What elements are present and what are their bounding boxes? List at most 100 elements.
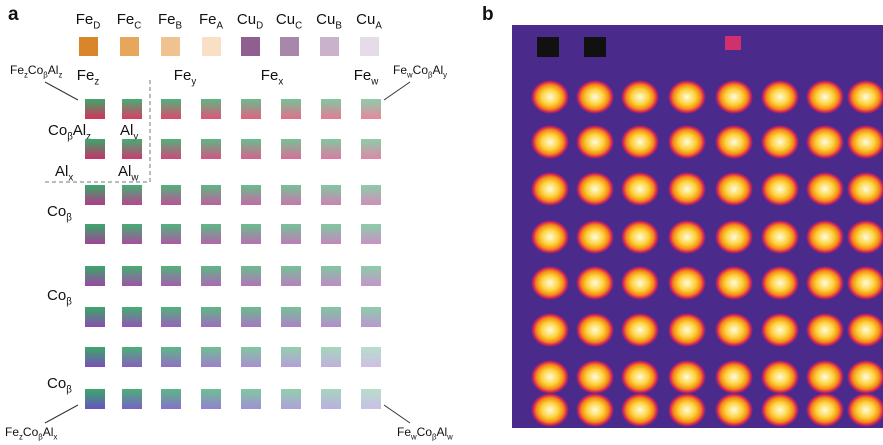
- composition-square: [161, 266, 181, 286]
- thermal-spot: [806, 266, 844, 300]
- composition-square: [241, 389, 261, 409]
- composition-square: [321, 99, 341, 119]
- thermal-spot: [761, 266, 799, 300]
- composition-square: [161, 99, 181, 119]
- thermal-spot: [668, 393, 706, 427]
- label: Alw: [118, 163, 139, 184]
- label-text: Al: [43, 425, 54, 439]
- composition-square: [85, 347, 105, 367]
- label-subscript: x: [278, 77, 283, 88]
- thermal-spot: [847, 393, 883, 427]
- thermal-spot: [761, 393, 799, 427]
- composition-square: [85, 307, 105, 327]
- composition-square: [361, 139, 381, 159]
- thermal-spot: [668, 360, 706, 394]
- label-text: Fe: [199, 11, 217, 28]
- composition-square: [85, 185, 105, 205]
- thermal-spot: [715, 80, 753, 114]
- thermal-spot: [576, 80, 614, 114]
- label: Few: [354, 67, 380, 88]
- thermal-spot: [806, 125, 844, 159]
- label-subscript: w: [446, 433, 453, 442]
- thermal-spot: [531, 125, 569, 159]
- thermal-spot: [761, 313, 799, 347]
- label-subscript: C: [134, 21, 141, 32]
- composition-square: [122, 389, 142, 409]
- composition-square: [161, 185, 181, 205]
- composition-square: [201, 99, 221, 119]
- label: CoβAlz: [48, 122, 91, 143]
- thermal-spot: [531, 172, 569, 206]
- composition-square: [281, 139, 301, 159]
- composition-square: [161, 347, 181, 367]
- label-text: Co: [47, 203, 66, 220]
- legend-swatch: [202, 37, 221, 56]
- label-text: Cu: [316, 11, 335, 28]
- thermal-spot: [715, 172, 753, 206]
- dark-spot: [537, 37, 559, 57]
- thermal-spot: [576, 220, 614, 254]
- label: CuD: [237, 11, 263, 32]
- thermal-spot: [847, 80, 883, 114]
- composition-square: [241, 99, 261, 119]
- composition-square: [201, 266, 221, 286]
- thermal-spot: [761, 80, 799, 114]
- composition-square: [201, 224, 221, 244]
- label: Fey: [174, 67, 197, 88]
- thermal-spot: [847, 125, 883, 159]
- thermal-spot: [531, 266, 569, 300]
- composition-square: [361, 99, 381, 119]
- thermal-spot: [761, 360, 799, 394]
- composition-square: [321, 224, 341, 244]
- label-text: Co: [413, 63, 429, 77]
- thermal-spot: [847, 172, 883, 206]
- thermal-spot: [531, 393, 569, 427]
- composition-square: [361, 185, 381, 205]
- dark-spot: [584, 37, 606, 57]
- label-subscript: C: [295, 21, 302, 32]
- thermal-spot: [576, 313, 614, 347]
- label-subscript: x: [53, 433, 57, 442]
- label-text: Cu: [276, 11, 295, 28]
- label-text: Al: [73, 122, 86, 139]
- composition-square: [122, 99, 142, 119]
- thermal-spot: [761, 125, 799, 159]
- composition-square: [241, 307, 261, 327]
- thermal-spot: [715, 125, 753, 159]
- composition-square: [241, 266, 261, 286]
- label: FezCoβAlx: [5, 425, 57, 442]
- label: FewCoβAly: [393, 63, 447, 80]
- legend-swatch: [320, 37, 339, 56]
- label: CuC: [276, 11, 302, 32]
- composition-square: [321, 307, 341, 327]
- hot-spot: [725, 36, 741, 50]
- composition-square: [281, 347, 301, 367]
- label-subscript: A: [217, 21, 224, 32]
- label-subscript: y: [443, 71, 447, 80]
- panel-label: b: [482, 4, 494, 25]
- composition-square: [85, 224, 105, 244]
- composition-square: [361, 389, 381, 409]
- thermal-spot: [531, 313, 569, 347]
- label-subscript: w: [130, 173, 139, 184]
- label-text: Co: [23, 425, 39, 439]
- thermal-spot: [715, 360, 753, 394]
- composition-square: [161, 224, 181, 244]
- label-subscript: D: [256, 21, 263, 32]
- thermal-spot: [806, 80, 844, 114]
- label-subscript: x: [68, 173, 73, 184]
- label: FezCoβAlz: [10, 63, 62, 80]
- legend-swatch: [120, 37, 139, 56]
- composition-square: [161, 389, 181, 409]
- composition-square: [241, 224, 261, 244]
- label-subscript: z: [94, 77, 99, 88]
- panel-label: a: [8, 4, 19, 25]
- label-subscript: β: [66, 385, 72, 396]
- thermal-spot: [621, 80, 659, 114]
- thermal-spot: [668, 220, 706, 254]
- thermal-spot: [621, 393, 659, 427]
- composition-square: [122, 347, 142, 367]
- composition-square: [201, 139, 221, 159]
- label-text: Al: [118, 163, 131, 180]
- legend-swatch: [161, 37, 180, 56]
